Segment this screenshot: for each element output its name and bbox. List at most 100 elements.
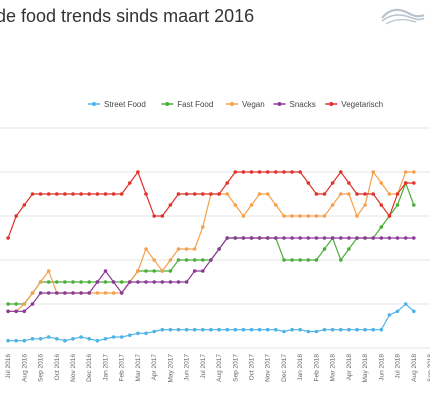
data-point[interactable] [38, 280, 43, 284]
data-point[interactable] [363, 327, 367, 332]
data-point[interactable] [192, 247, 197, 251]
data-point[interactable] [144, 331, 148, 336]
data-point[interactable] [63, 291, 67, 295]
data-point[interactable] [265, 170, 270, 174]
data-point[interactable] [233, 203, 238, 207]
data-point[interactable] [38, 291, 43, 295]
data-point[interactable] [355, 327, 359, 332]
data-point[interactable] [14, 338, 18, 343]
data-point[interactable] [201, 269, 205, 273]
data-point[interactable] [6, 309, 10, 314]
legend-item-4[interactable]: Vegetarisch [325, 100, 383, 109]
data-point[interactable] [314, 258, 319, 262]
data-point[interactable] [209, 327, 213, 332]
data-point[interactable] [298, 170, 303, 174]
data-point[interactable] [314, 236, 319, 240]
data-point[interactable] [257, 236, 262, 240]
data-point[interactable] [241, 170, 246, 174]
data-point[interactable] [119, 280, 124, 284]
data-point[interactable] [144, 247, 148, 251]
data-point[interactable] [184, 280, 189, 284]
data-point[interactable] [339, 258, 343, 262]
data-point[interactable] [14, 309, 18, 314]
data-point[interactable] [46, 280, 51, 284]
data-point[interactable] [225, 192, 229, 196]
data-point[interactable] [111, 291, 116, 295]
data-point[interactable] [87, 337, 91, 341]
data-point[interactable] [30, 337, 35, 341]
data-point[interactable] [103, 192, 108, 196]
data-point[interactable] [322, 327, 327, 332]
data-point[interactable] [103, 280, 108, 284]
data-point[interactable] [63, 338, 67, 343]
data-point[interactable] [192, 258, 197, 262]
data-point[interactable] [184, 192, 189, 196]
data-point[interactable] [241, 236, 246, 240]
data-point[interactable] [379, 225, 384, 229]
data-point[interactable] [347, 192, 351, 196]
data-point[interactable] [217, 247, 221, 251]
data-point[interactable] [46, 269, 51, 273]
data-point[interactable] [144, 269, 148, 273]
data-point[interactable] [330, 181, 335, 185]
legend-item-2[interactable]: Vegan [226, 100, 265, 109]
data-point[interactable] [79, 291, 83, 295]
data-point[interactable] [55, 337, 59, 341]
data-point[interactable] [209, 192, 213, 196]
data-point[interactable] [176, 327, 181, 332]
data-point[interactable] [282, 170, 286, 174]
data-point[interactable] [265, 327, 270, 332]
data-point[interactable] [387, 214, 392, 218]
data-point[interactable] [30, 291, 35, 295]
data-point[interactable] [314, 192, 319, 196]
data-point[interactable] [79, 192, 83, 196]
data-point[interactable] [152, 258, 156, 262]
data-point[interactable] [55, 192, 59, 196]
data-point[interactable] [71, 280, 75, 284]
data-point[interactable] [322, 236, 327, 240]
data-point[interactable] [298, 236, 303, 240]
data-point[interactable] [225, 236, 229, 240]
data-point[interactable] [128, 280, 132, 284]
data-point[interactable] [14, 214, 18, 218]
data-point[interactable] [322, 247, 327, 251]
data-point[interactable] [379, 236, 384, 240]
data-point[interactable] [111, 192, 116, 196]
data-point[interactable] [274, 327, 278, 332]
data-point[interactable] [395, 203, 400, 207]
data-point[interactable] [144, 280, 148, 284]
data-point[interactable] [363, 203, 367, 207]
data-point[interactable] [347, 181, 351, 185]
data-point[interactable] [184, 327, 189, 332]
data-point[interactable] [30, 192, 35, 196]
data-point[interactable] [95, 192, 100, 196]
data-point[interactable] [395, 309, 400, 314]
data-point[interactable] [355, 236, 359, 240]
data-point[interactable] [241, 327, 246, 332]
data-point[interactable] [395, 192, 400, 196]
data-point[interactable] [6, 338, 10, 343]
data-point[interactable] [160, 214, 165, 218]
data-point[interactable] [249, 236, 254, 240]
data-point[interactable] [363, 192, 367, 196]
data-point[interactable] [103, 337, 108, 341]
data-point[interactable] [22, 302, 27, 306]
data-point[interactable] [152, 269, 156, 273]
data-point[interactable] [168, 258, 173, 262]
data-point[interactable] [168, 203, 173, 207]
data-point[interactable] [136, 331, 140, 336]
data-point[interactable] [298, 327, 303, 332]
data-point[interactable] [395, 236, 400, 240]
data-point[interactable] [347, 247, 351, 251]
data-point[interactable] [379, 327, 384, 332]
data-point[interactable] [6, 236, 10, 240]
data-point[interactable] [176, 280, 181, 284]
data-point[interactable] [192, 269, 197, 273]
data-point[interactable] [265, 192, 270, 196]
data-point[interactable] [160, 269, 165, 273]
data-point[interactable] [306, 329, 311, 334]
data-point[interactable] [355, 192, 359, 196]
data-point[interactable] [79, 280, 83, 284]
data-point[interactable] [209, 258, 213, 262]
data-point[interactable] [412, 181, 416, 185]
